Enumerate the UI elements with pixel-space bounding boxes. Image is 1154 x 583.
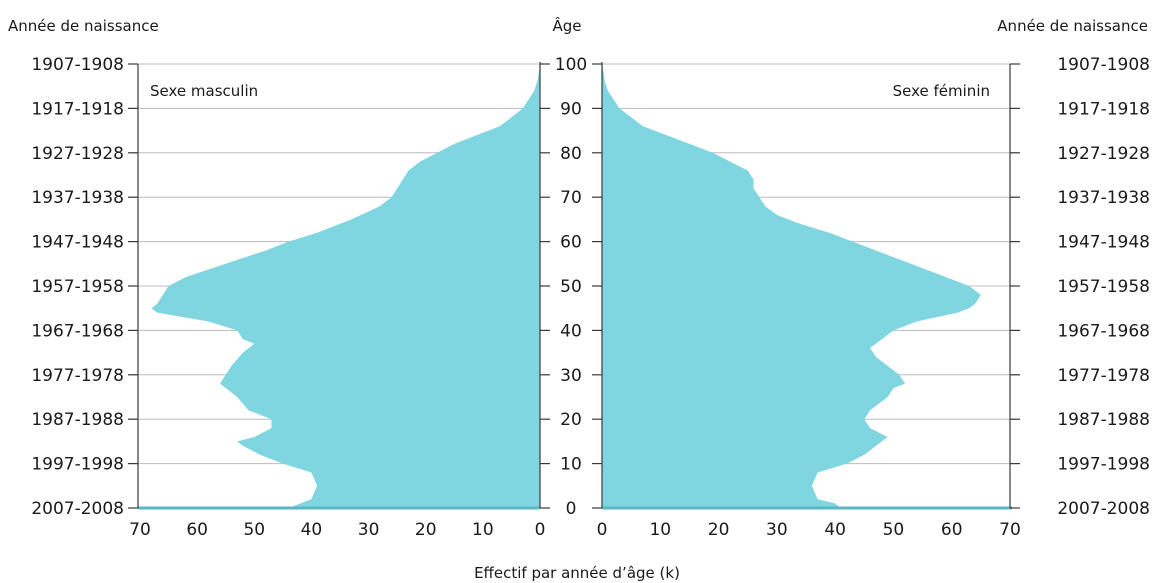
age-tick-label: 100 [555,55,587,75]
x-tick-label-left: 20 [415,520,437,540]
female-population-area [602,64,981,508]
age-tick-label: 90 [560,99,582,119]
x-tick-label-left: 10 [472,520,494,540]
birth-year-tick-labels-right: 1907-1908 1917-1918 1927-1928 1937-1938 1947… [1057,55,1150,519]
age-tick-label: 10 [560,455,582,475]
birth-year-label-left: 1927-1928 [31,144,124,164]
series-label-male: Sexe masculin [150,82,258,100]
birth-year-label-right: 1947-1948 [1057,233,1150,253]
birth-year-label-right: 1927-1928 [1057,144,1150,164]
series-label-female: Sexe féminin [893,82,990,100]
x-tick-label-right: 30 [766,520,788,540]
birth-year-label-right: 1997-1998 [1057,455,1150,475]
age-tick-label: 20 [560,410,582,430]
birth-year-label-left: 1937-1938 [31,188,124,208]
x-tick-label-right: 0 [597,520,608,540]
birth-year-label-left: 1987-1988 [31,410,124,430]
birth-year-label-right: 1907-1908 [1057,55,1150,75]
x-tick-label-right: 60 [941,520,963,540]
x-tick-label-left: 70 [129,520,151,540]
x-tick-label-left: 30 [358,520,380,540]
birth-year-label-left: 1947-1948 [31,233,124,253]
header-age: Âge [552,16,581,35]
birth-year-label-left: 1917-1918 [31,99,124,119]
birth-year-label-left: 1957-1958 [31,277,124,297]
birth-year-label-right: 1967-1968 [1057,321,1150,341]
birth-year-label-left: 1907-1908 [31,55,124,75]
age-tick-label: 40 [560,321,582,341]
birth-year-label-right: 2007-2008 [1057,499,1150,519]
x-tick-label-left: 50 [243,520,265,540]
axes [128,62,1020,510]
x-tick-labels-right: 0 10 20 30 40 50 60 70 [597,520,1021,540]
x-tick-label-right: 50 [883,520,905,540]
x-tick-label-right: 70 [999,520,1021,540]
birth-year-label-right: 1937-1938 [1057,188,1150,208]
x-tick-label-right: 40 [824,520,846,540]
birth-year-label-right: 1987-1988 [1057,410,1150,430]
header-birth-year-left: Année de naissance [8,17,159,35]
birth-year-tick-labels-left: 1907-1908 1917-1918 1927-1928 1937-1938 1947… [31,55,124,519]
x-tick-label-right: 20 [708,520,730,540]
birth-year-label-left: 1997-1998 [31,455,124,475]
age-tick-label: 50 [560,277,582,297]
age-tick-label: 30 [560,366,582,386]
x-tick-label-left: 60 [186,520,208,540]
x-tick-label-left: 40 [301,520,323,540]
birth-year-label-right: 1957-1958 [1057,277,1150,297]
x-tick-label-right: 10 [649,520,671,540]
x-axis-title: Effectif par année d’âge (k) [474,564,680,582]
birth-year-label-left: 1977-1978 [31,366,124,386]
birth-year-label-left: 2007-2008 [31,499,124,519]
birth-year-label-right: 1917-1918 [1057,99,1150,119]
age-tick-label: 80 [560,144,582,164]
male-population-area [151,64,540,508]
header-birth-year-right: Année de naissance [997,17,1148,35]
birth-year-label-right: 1977-1978 [1057,366,1150,386]
age-tick-label: 60 [560,233,582,253]
age-tick-label: 70 [560,188,582,208]
x-tick-label-left: 0 [535,520,546,540]
x-tick-labels-left: 70 60 50 40 30 20 10 0 [129,520,545,540]
birth-year-label-left: 1967-1968 [31,321,124,341]
age-tick-label: 0 [566,499,577,519]
